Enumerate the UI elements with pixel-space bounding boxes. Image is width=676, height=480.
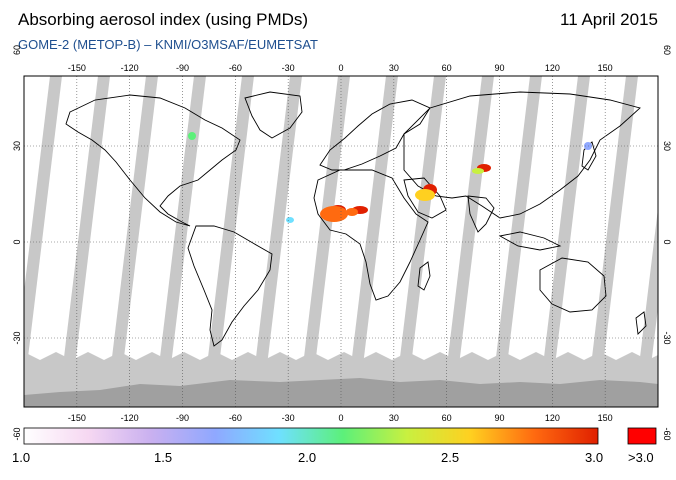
latitude-tick-label: 30 xyxy=(12,141,22,151)
aerosol-hotspot xyxy=(346,208,358,216)
colorbar-overflow-label: >3.0 xyxy=(628,450,654,465)
arabian-peninsula-outline xyxy=(403,177,447,219)
australia-outline xyxy=(539,257,607,313)
longitude-tick-label: 60 xyxy=(442,63,452,73)
swath-gap-stripe xyxy=(58,76,110,407)
greenland-outline xyxy=(244,91,303,139)
longitude-tick-label: -60 xyxy=(229,413,242,423)
swath-gap-stripe xyxy=(298,76,350,407)
swath-gap-stripe xyxy=(442,76,494,407)
latitude-tick-label: 60 xyxy=(662,45,672,55)
latitude-tick-label: -60 xyxy=(662,427,672,440)
longitude-labels-top: -150 -120 -90 -60 -30 0 30 60 90 120 150 xyxy=(68,63,613,73)
colorbar-label-2-5: 2.5 xyxy=(441,450,460,465)
colorbar-label-3-0: 3.0 xyxy=(585,450,604,465)
latitude-tick-label: 0 xyxy=(12,239,22,244)
colorbar xyxy=(23,427,599,445)
india-outline xyxy=(467,195,495,233)
colorbar-label-1-0: 1.0 xyxy=(12,450,31,465)
latitude-tick-label: -60 xyxy=(12,427,22,440)
longitude-tick-label: 0 xyxy=(338,413,343,423)
colorbar-label-2-0: 2.0 xyxy=(298,450,317,465)
north-america-outline xyxy=(65,94,241,227)
longitude-tick-label: 120 xyxy=(545,63,560,73)
map-date: 11 April 2015 xyxy=(560,10,658,29)
indonesia-outline xyxy=(498,231,562,251)
asia-outline xyxy=(403,91,641,219)
longitude-tick-label: 90 xyxy=(494,413,504,423)
longitude-tick-label: -90 xyxy=(176,63,189,73)
colorbar-label-1-5: 1.5 xyxy=(154,450,173,465)
swath-gap-stripe xyxy=(202,76,254,407)
latitude-tick-label: 0 xyxy=(662,239,672,244)
swath-gap-stripe xyxy=(106,76,158,407)
longitude-tick-label: 150 xyxy=(598,63,613,73)
aerosol-hotspot xyxy=(415,189,435,201)
swath-gap-stripe xyxy=(24,76,62,391)
longitude-tick-label: 60 xyxy=(442,413,452,423)
latitude-tick-label: 30 xyxy=(662,141,672,151)
latitude-tick-label: 60 xyxy=(12,45,22,55)
map-title: Absorbing aerosol index (using PMDs) xyxy=(18,10,309,29)
latitude-labels-left: 60 30 0 -30 -60 xyxy=(12,45,22,441)
swath-gap-stripe xyxy=(538,76,590,407)
longitude-tick-label: 30 xyxy=(389,413,399,423)
longitude-tick-label: -30 xyxy=(282,413,295,423)
aerosol-hotspot xyxy=(472,168,484,174)
longitude-tick-label: -30 xyxy=(282,63,295,73)
longitude-tick-label: -120 xyxy=(121,413,139,423)
swath-gap-stripe xyxy=(586,76,638,407)
longitude-labels-bottom: -150 -120 -90 -60 -30 0 30 60 90 120 150 xyxy=(68,413,613,423)
map-frame xyxy=(23,75,659,408)
latitude-labels-right: 60 30 0 -30 -60 xyxy=(662,45,672,441)
swath-gap-stripe xyxy=(490,76,542,407)
longitude-tick-label: -150 xyxy=(68,63,86,73)
swath-gaps xyxy=(24,76,658,407)
longitude-tick-label: -60 xyxy=(229,63,242,73)
longitude-tick-label: 120 xyxy=(545,413,560,423)
swath-gap-stripe xyxy=(346,76,398,407)
aerosol-hotspot xyxy=(320,206,348,222)
aerosol-hotspot xyxy=(286,217,294,223)
longitude-tick-label: 30 xyxy=(389,63,399,73)
south-america-outline xyxy=(187,225,273,347)
europe-outline xyxy=(319,99,431,171)
longitude-tick-label: -150 xyxy=(68,413,86,423)
longitude-tick-label: -120 xyxy=(121,63,139,73)
graticule xyxy=(24,76,658,407)
longitude-tick-label: 0 xyxy=(338,63,343,73)
swath-gap-stripe xyxy=(154,76,206,407)
longitude-tick-label: 150 xyxy=(598,413,613,423)
colorbar-overflow-swatch xyxy=(627,427,657,445)
longitude-tick-label: 90 xyxy=(494,63,504,73)
aerosol-hotspot xyxy=(188,132,196,140)
new-zealand-outline xyxy=(635,311,647,335)
madagascar-outline xyxy=(417,261,431,291)
longitude-tick-label: -90 xyxy=(176,413,189,423)
map-subtitle: GOME-2 (METOP-B) – KNMI/O3MSAF/EUMETSAT xyxy=(18,37,318,52)
swath-gap-stripe xyxy=(250,76,302,407)
latitude-tick-label: -30 xyxy=(662,331,672,344)
latitude-tick-label: -30 xyxy=(12,331,22,344)
swath-gap-stripe xyxy=(394,76,446,407)
